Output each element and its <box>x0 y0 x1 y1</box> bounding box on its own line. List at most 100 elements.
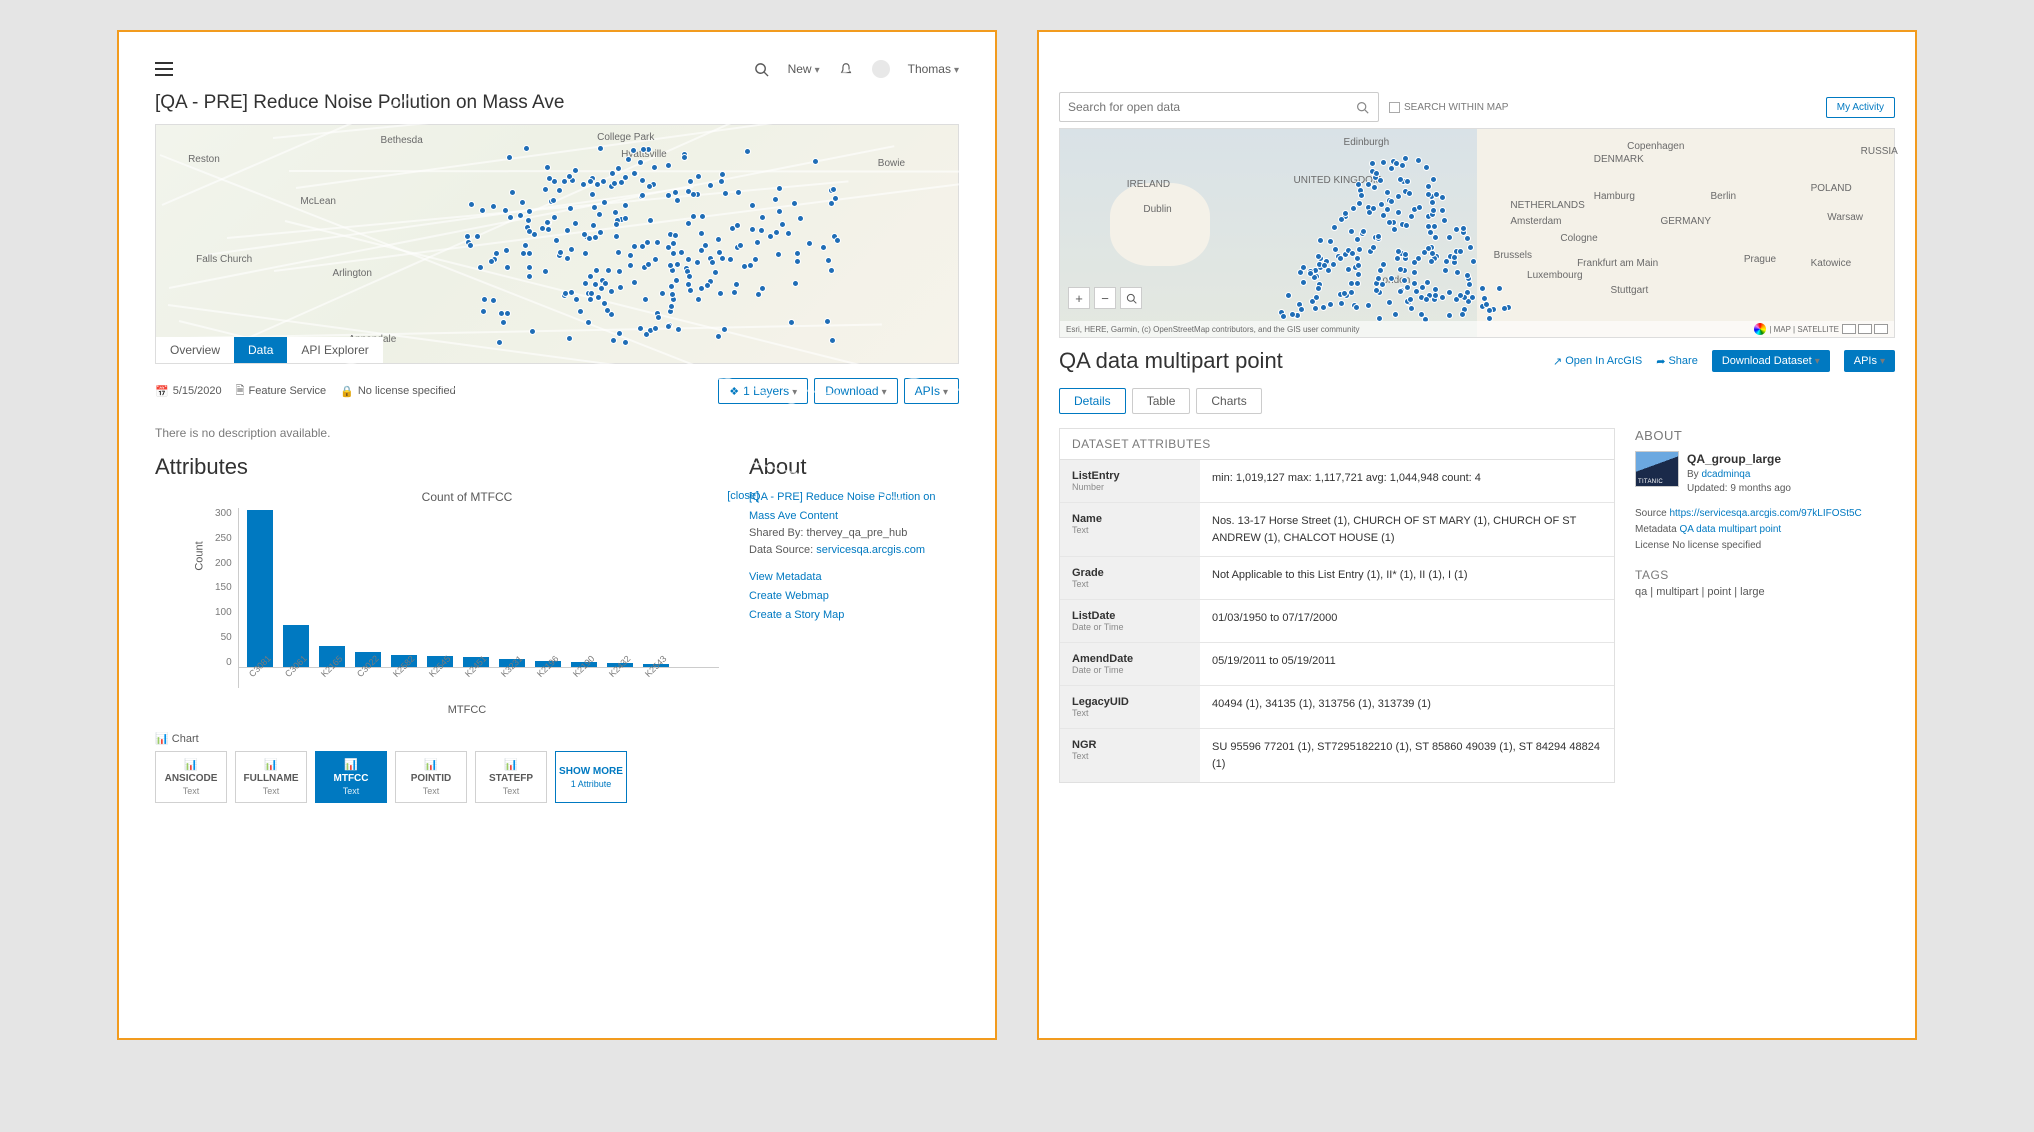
map-point <box>647 217 654 224</box>
tab-overview[interactable]: Overview <box>156 337 234 363</box>
search-within-map[interactable]: SEARCH WITHIN MAP <box>1389 102 1508 113</box>
avatar[interactable] <box>872 60 890 78</box>
map-point <box>655 314 662 321</box>
close-chart-link[interactable]: [close] <box>727 490 759 502</box>
table-row[interactable]: ListDateDate or Time01/03/1950 to 07/17/… <box>1060 600 1614 643</box>
about-content-link[interactable]: [QA - PRE] Reduce Noise Pollution on Mas… <box>749 488 959 525</box>
zoom-in-button[interactable]: + <box>1068 287 1090 309</box>
checkbox-icon[interactable] <box>1389 102 1400 113</box>
map-point <box>479 207 486 214</box>
menu-icon[interactable] <box>155 62 173 76</box>
map-preview[interactable]: BethesdaRestonMcLeanArlingtonAnnandaleHy… <box>155 124 959 364</box>
attr-chip-ansicode[interactable]: 📊ANSICODEText <box>155 751 227 803</box>
map-point <box>1406 190 1413 197</box>
map-city-label: Stuttgart <box>1610 285 1648 296</box>
search-box[interactable] <box>1059 92 1379 122</box>
attr-value: 05/19/2011 to 05/19/2011 <box>1200 643 1614 685</box>
apis-button[interactable]: APIs <box>1844 350 1895 372</box>
map-city-label: Bowie <box>878 158 905 169</box>
attr-chip-fullname[interactable]: 📊FULLNAMEText <box>235 751 307 803</box>
search-icon[interactable] <box>754 61 770 77</box>
map-point <box>590 222 597 229</box>
table-row[interactable]: NGRTextSU 95596 77201 (1), ST7295182210 … <box>1060 729 1614 782</box>
user-dropdown[interactable]: Thomas <box>908 62 959 76</box>
about-link-create-webmap[interactable]: Create Webmap <box>749 587 959 606</box>
map-point <box>674 197 681 204</box>
map-point <box>1388 275 1395 282</box>
map-point <box>616 268 623 275</box>
map-mode-boxes[interactable] <box>1842 324 1888 334</box>
tab-charts[interactable]: Charts <box>1196 388 1261 414</box>
map-search-button[interactable] <box>1120 287 1142 309</box>
map-point <box>503 247 510 254</box>
panel-a: New Thomas [QA - PRE] Reduce Noise Pollu… <box>117 30 997 1040</box>
shared-by-label: Shared By: <box>749 527 803 539</box>
about-link-view-metadata[interactable]: View Metadata <box>749 568 959 587</box>
map-point <box>772 196 779 203</box>
map-point <box>1466 281 1473 288</box>
map-point <box>1467 244 1474 251</box>
color-wheel-icon[interactable] <box>1754 323 1766 335</box>
tab-details[interactable]: Details <box>1059 388 1126 414</box>
map-point <box>617 284 624 291</box>
tab-api-explorer[interactable]: API Explorer <box>287 337 382 363</box>
map-point <box>553 237 560 244</box>
map-point <box>582 250 589 257</box>
map-point <box>1411 259 1418 266</box>
new-dropdown[interactable]: New <box>788 62 820 76</box>
download-button[interactable]: Download <box>814 378 897 404</box>
group-name[interactable]: QA_group_large <box>1687 451 1791 468</box>
map-point <box>820 244 827 251</box>
show-more-button[interactable]: SHOW MORE1 Attribute <box>555 751 627 803</box>
basemap-switcher[interactable]: | MAP | SATELLITE <box>1769 325 1839 334</box>
calendar-icon: 📅 <box>155 385 169 398</box>
metadata-link[interactable]: QA data multipart point <box>1679 524 1781 535</box>
map-point <box>627 262 634 269</box>
my-activity-button[interactable]: My Activity <box>1826 97 1895 118</box>
attr-chip-statefp[interactable]: 📊STATEFPText <box>475 751 547 803</box>
table-row[interactable]: LegacyUIDText40494 (1), 34135 (1), 31375… <box>1060 686 1614 729</box>
zoom-out-button[interactable]: − <box>1094 287 1116 309</box>
map-point <box>646 183 653 190</box>
open-in-arcgis-link[interactable]: ↗Open In ArcGIS <box>1553 355 1642 368</box>
map-point <box>526 208 533 215</box>
bar[interactable] <box>247 510 273 667</box>
map-point <box>1418 311 1425 318</box>
bar-chart[interactable] <box>239 508 719 668</box>
group-thumbnail[interactable] <box>1635 451 1679 487</box>
about-link-create-a-story-map[interactable]: Create a Story Map <box>749 606 959 625</box>
updated-label: Updated: 9 months ago <box>1687 482 1791 496</box>
search-input[interactable] <box>1068 100 1354 114</box>
map-point <box>1313 294 1320 301</box>
map-point <box>589 191 596 198</box>
table-row[interactable]: NameTextNos. 13-17 Horse Street (1), CHU… <box>1060 503 1614 557</box>
search-icon[interactable] <box>1354 99 1370 115</box>
attr-value: min: 1,019,127 max: 1,117,721 avg: 1,044… <box>1200 460 1614 502</box>
source-link[interactable]: https://servicesqa.arcgis.com/97kLIFOSt5… <box>1669 508 1861 519</box>
table-row[interactable]: AmendDateDate or Time05/19/2011 to 05/19… <box>1060 643 1614 686</box>
tab-data[interactable]: Data <box>234 337 287 363</box>
map-point <box>1327 238 1334 245</box>
map-preview[interactable]: EdinburghDublinLondonAmsterdamBrusselsHa… <box>1059 128 1895 338</box>
chart-icon: 📊 <box>504 758 518 771</box>
download-dataset-button[interactable]: Download Dataset <box>1712 350 1830 372</box>
attr-chip-mtfcc[interactable]: 📊MTFCCText <box>315 751 387 803</box>
map-point <box>1421 249 1428 256</box>
attr-value: Nos. 13-17 Horse Street (1), CHURCH OF S… <box>1200 503 1614 556</box>
map-point <box>695 296 702 303</box>
map-point <box>830 186 837 193</box>
chart-title: Count of MTFCC <box>215 490 719 504</box>
attributes-heading: Attributes <box>155 454 719 480</box>
map-point <box>526 228 533 235</box>
map-point <box>1355 262 1362 269</box>
share-link[interactable]: ➦Share <box>1656 355 1698 368</box>
owner-link[interactable]: dcadminqa <box>1701 469 1750 480</box>
type-meta: 🗎Feature Service <box>236 382 327 401</box>
attr-chip-pointid[interactable]: 📊POINTIDText <box>395 751 467 803</box>
data-source-link[interactable]: servicesqa.arcgis.com <box>816 544 925 556</box>
map-point <box>670 240 677 247</box>
tab-table[interactable]: Table <box>1132 388 1191 414</box>
table-row[interactable]: ListEntryNumbermin: 1,019,127 max: 1,117… <box>1060 460 1614 503</box>
table-row[interactable]: GradeTextNot Applicable to this List Ent… <box>1060 557 1614 600</box>
map-point <box>601 300 608 307</box>
